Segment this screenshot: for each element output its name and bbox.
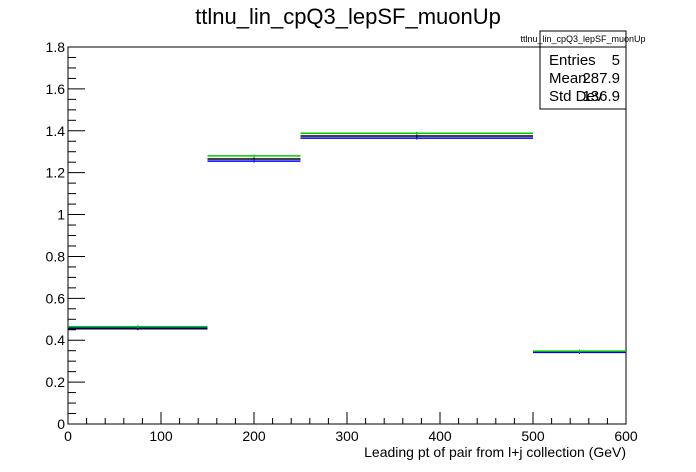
stats-stddev-label: Std Dev <box>549 88 603 105</box>
y-tick-label: 1.2 <box>46 165 66 181</box>
x-tick-label: 100 <box>149 428 173 444</box>
x-tick-label: 200 <box>242 428 266 444</box>
stats-box: ttlnu_lin_cpQ3_lepSF_muonUp Entries 5 Me… <box>520 30 646 110</box>
stats-entries-value: 5 <box>612 52 620 69</box>
stats-mean-value: 287.9 <box>582 70 620 87</box>
histogram-series <box>68 131 626 354</box>
y-tick-label: 0.6 <box>46 290 66 306</box>
stats-box-name: ttlnu_lin_cpQ3_lepSF_muonUp <box>520 34 645 44</box>
x-tick-label: 0 <box>64 428 72 444</box>
stats-stddev-value: 136.9 <box>582 88 620 105</box>
y-tick-label: 0 <box>57 416 65 432</box>
y-tick-label: 1.4 <box>46 123 66 139</box>
x-tick-label: 500 <box>521 428 545 444</box>
x-tick-label: 400 <box>428 428 452 444</box>
y-tick-label: 0.4 <box>46 332 66 348</box>
stats-entries-label: Entries <box>549 52 596 69</box>
x-tick-label: 600 <box>614 428 638 444</box>
x-tick-label: 300 <box>335 428 359 444</box>
y-tick-label: 0.8 <box>46 248 66 264</box>
x-axis-title: Leading pt of pair from l+j collection (… <box>364 444 626 460</box>
chart-title: ttlnu_lin_cpQ3_lepSF_muonUp <box>195 4 501 29</box>
y-tick-label: 1.6 <box>46 81 66 97</box>
stats-box-frame <box>539 30 627 110</box>
y-tick-label: 1 <box>57 207 65 223</box>
axes: 0 100 200 300 400 500 600 0 0.2 0.4 0.6 0.8 1 1.2 1.4 1… <box>46 39 638 444</box>
y-tick-label: 1.8 <box>46 39 66 55</box>
stats-mean-label: Mean <box>549 70 587 87</box>
y-tick-label: 0.2 <box>46 374 66 390</box>
